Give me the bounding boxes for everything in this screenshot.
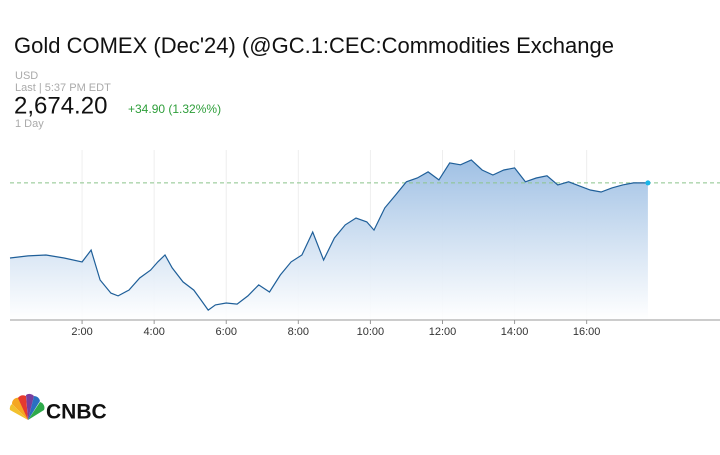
chart-title: Gold COMEX (Dec'24) (@GC.1:CEC:Commoditi… (14, 33, 614, 58)
period: 1 Day (15, 118, 44, 130)
last-point (645, 180, 651, 186)
price-change: +34.90 (1.32%%) (128, 102, 221, 116)
x-tick-label: 14:00 (501, 326, 529, 338)
x-tick-label: 12:00 (429, 326, 457, 338)
last-price: 2,674.20 (14, 92, 107, 119)
price-line (9, 159, 648, 311)
currency: USD (15, 70, 38, 82)
x-tick-label: 4:00 (143, 326, 164, 338)
last-update: Last | 5:37 PM EDT (15, 82, 111, 94)
plot-area: 2:00 4:00 6:00 8:00 10:00 12:00 14:00 16:00 (9, 150, 720, 338)
x-tick-label: 2:00 (71, 326, 92, 338)
logo: CNBC (9, 393, 107, 424)
logo-text: CNBC (46, 401, 107, 424)
x-tick-label: 6:00 (216, 326, 237, 338)
area (10, 159, 648, 320)
x-tick-label: 10:00 (357, 326, 385, 338)
x-tick-label: 8:00 (288, 326, 309, 338)
x-tick-label: 16:00 (573, 326, 601, 338)
